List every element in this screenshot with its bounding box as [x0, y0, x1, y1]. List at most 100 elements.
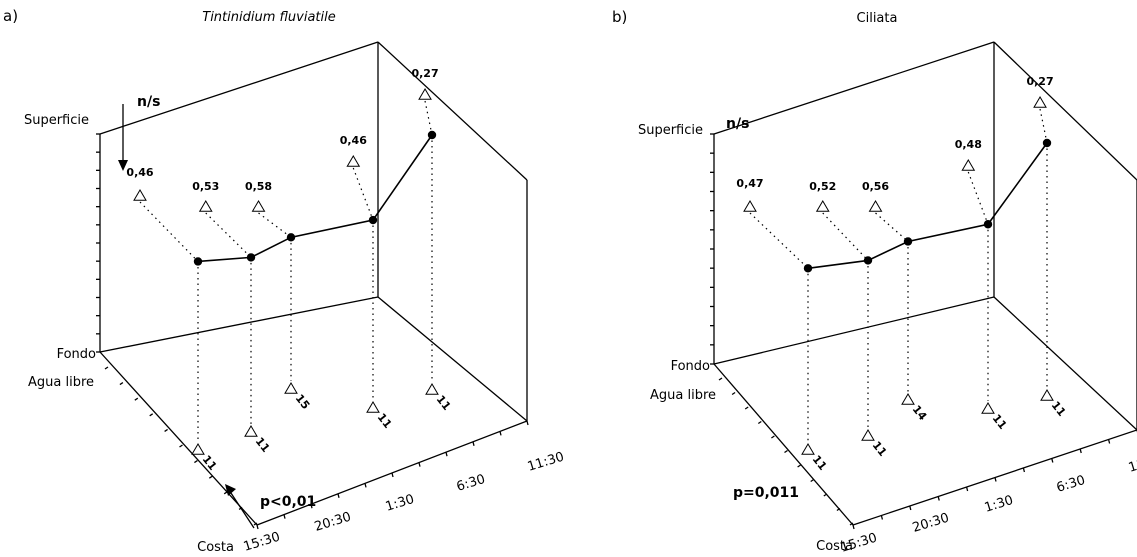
- bottom-value-label: 11: [253, 435, 273, 455]
- y-tick: [836, 507, 841, 512]
- x-tick-label: 6:30: [455, 472, 487, 495]
- x-tick: [1079, 448, 1082, 454]
- x-tick-label: 1:30: [384, 492, 416, 515]
- x-tick-label: 11:30: [1127, 451, 1137, 476]
- y-tick: [718, 377, 723, 381]
- top-back-edge: [713, 41, 995, 135]
- y-tick: [797, 464, 801, 468]
- series-point: [427, 130, 437, 140]
- x-tick: [1107, 439, 1111, 444]
- y-tick: [771, 435, 775, 439]
- bottom-triangle-marker: [425, 383, 439, 395]
- y-tick: [134, 397, 139, 401]
- dotted-projection-top: [967, 171, 989, 225]
- series-point: [286, 233, 296, 242]
- x-tick: [880, 515, 884, 520]
- y-label-costa: Costa: [197, 540, 234, 555]
- top-triangle-marker: [418, 88, 432, 100]
- y-tick: [194, 460, 198, 464]
- bottom-triangle-marker: [284, 382, 298, 394]
- dotted-projection-top: [258, 212, 292, 238]
- dotted-projection-top: [205, 212, 252, 258]
- x-tick-label: 15:30: [242, 530, 282, 555]
- bottom-value-label: 11: [870, 439, 890, 459]
- y-tick: [223, 491, 228, 495]
- bottom-value-label: 11: [810, 453, 830, 473]
- x-tick: [418, 462, 421, 467]
- bottom-value-label: 11: [1049, 399, 1069, 419]
- p-value-annotation: p<0,01: [260, 494, 316, 510]
- top-value-label: 0,46: [126, 166, 153, 179]
- top-triangle-marker: [961, 159, 976, 171]
- x-tick: [1022, 467, 1026, 473]
- bottom-triangle-marker: [366, 401, 380, 413]
- y-tick: [744, 406, 749, 410]
- x-tick-label: 15:30: [839, 531, 879, 556]
- top-value-label: 0,48: [955, 138, 982, 151]
- y-tick: [823, 493, 828, 497]
- x-tick: [852, 524, 855, 530]
- x-tick: [445, 452, 448, 457]
- y-tick: [253, 522, 258, 526]
- x-tick: [256, 524, 259, 530]
- x-tick: [499, 431, 502, 436]
- z-label-superficie: Superficie: [638, 123, 703, 138]
- chart-title: Tintinidium fluviatile: [202, 10, 335, 25]
- x-tick: [994, 477, 997, 482]
- dotted-projection-top: [424, 100, 433, 136]
- floor-right-back-edge: [377, 296, 528, 422]
- bottom-value-label: 15: [293, 392, 313, 412]
- x-tick: [909, 505, 912, 511]
- series-point: [863, 256, 873, 265]
- x-tick: [965, 486, 969, 492]
- dotted-projection-top: [352, 167, 374, 221]
- z-label-superficie: Superficie: [24, 113, 89, 128]
- y-tick: [149, 413, 154, 417]
- y-tick: [208, 475, 213, 479]
- y-label-agua-libre: Agua libre: [28, 375, 94, 390]
- ns-annotation: n/s: [726, 116, 749, 132]
- y-label-agua-libre: Agua libre: [650, 388, 716, 403]
- x-tick-label: 6:30: [1055, 473, 1087, 496]
- top-value-label: 0,56: [862, 180, 889, 193]
- top-right-edge: [993, 41, 1137, 181]
- z-label-fondo: Fondo: [57, 347, 96, 362]
- bottom-triangle-marker: [901, 393, 915, 405]
- series-line: [807, 142, 1048, 270]
- top-value-label: 0,52: [809, 180, 836, 193]
- x-tick-label: 20:30: [313, 510, 353, 535]
- ns-annotation: n/s: [137, 94, 160, 110]
- top-triangle-marker: [743, 200, 757, 212]
- y-label-costa: Costa: [816, 539, 853, 554]
- bottom-value-label: 14: [910, 403, 930, 423]
- y-axis-line: [713, 363, 854, 526]
- y-tick: [104, 366, 109, 370]
- x-tick: [391, 472, 394, 478]
- x-tick: [472, 441, 475, 446]
- top-value-label: 0,27: [411, 67, 438, 80]
- bottom-triangle-marker: [981, 402, 995, 414]
- top-triangle-marker: [1033, 96, 1047, 108]
- chart-title: Ciliata: [857, 11, 898, 26]
- top-back-edge: [99, 41, 379, 135]
- top-right-edge: [377, 41, 528, 181]
- y-tick: [119, 382, 124, 386]
- top-triangle-marker: [251, 200, 266, 212]
- x-tick-label: 1:30: [983, 493, 1015, 516]
- floor-right-back-edge: [993, 296, 1137, 431]
- p-value-annotation: p=0,011: [733, 485, 799, 501]
- x-tick: [937, 496, 940, 501]
- p-arrow-head: [225, 484, 236, 496]
- bottom-triangle-marker: [861, 429, 875, 441]
- panel-label: a): [3, 7, 18, 25]
- x-tick: [1051, 458, 1054, 463]
- bottom-triangle-marker: [1040, 389, 1054, 401]
- dotted-projection-top: [822, 212, 869, 261]
- x-tick: [310, 504, 313, 509]
- y-tick: [784, 449, 788, 454]
- top-value-label: 0,46: [340, 134, 367, 147]
- series-line: [197, 134, 433, 263]
- dotted-projection-top: [749, 212, 809, 269]
- series-point: [368, 215, 378, 225]
